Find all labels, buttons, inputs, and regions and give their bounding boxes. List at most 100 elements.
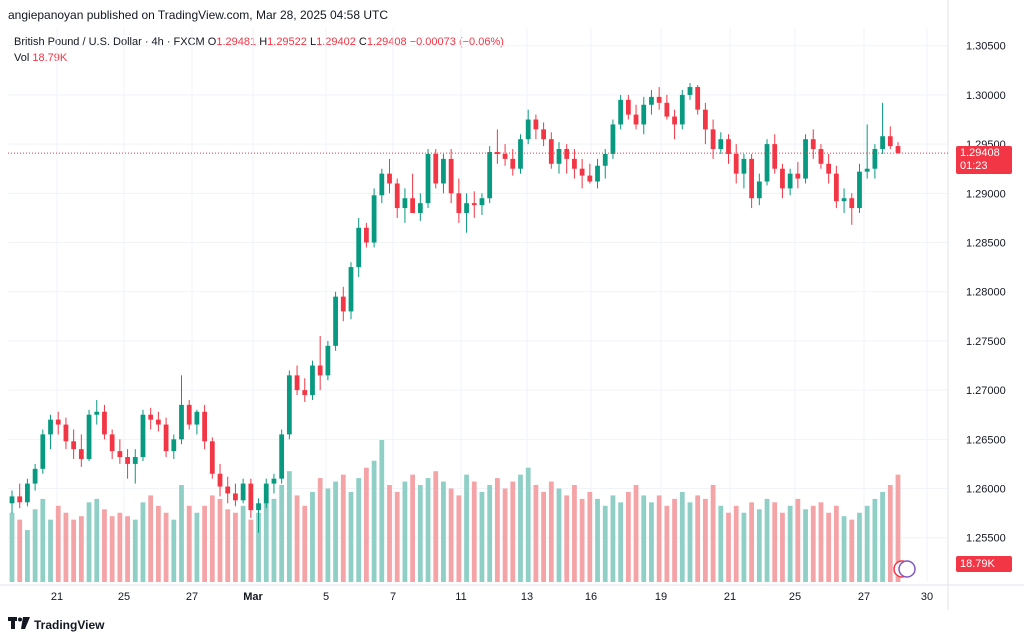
volume-bar <box>78 516 84 582</box>
volume-bar <box>217 498 223 582</box>
candle-body <box>48 419 53 435</box>
ohlc-row: British Pound / U.S. Dollar · 4h · FXCM … <box>14 34 504 50</box>
volume-bar <box>780 512 785 582</box>
price-tick-label: 1.26000 <box>966 484 1006 496</box>
volume-bar <box>340 474 346 582</box>
candle-body <box>849 198 855 209</box>
high-label: H <box>259 36 268 48</box>
volume-bar <box>202 505 207 582</box>
candle-body <box>233 493 238 501</box>
candle-body <box>86 414 92 459</box>
candle-body <box>518 139 523 169</box>
candle-body <box>533 119 539 130</box>
time-tick-label: 19 <box>655 591 667 603</box>
volume-bar <box>803 509 808 582</box>
candle-body <box>433 153 439 184</box>
candle-body <box>564 149 570 159</box>
candle-body <box>132 457 138 464</box>
bar-countdown: 01:23 <box>960 160 988 172</box>
volume-bar <box>417 485 423 582</box>
candle-body <box>55 419 61 425</box>
volume-bar <box>672 498 677 582</box>
volume-bar <box>641 495 647 582</box>
volume-bar <box>602 505 608 582</box>
volume-bar <box>317 478 323 582</box>
candle-body <box>9 496 15 504</box>
candle-body <box>279 434 285 479</box>
volume-bar <box>410 474 416 582</box>
candle-body <box>787 173 793 189</box>
volume-bar <box>572 485 577 582</box>
candle-body <box>664 102 670 117</box>
candle-body <box>833 173 839 202</box>
price-tick-label: 1.28500 <box>966 238 1006 250</box>
volume-bar <box>302 505 308 582</box>
volume-bar <box>695 495 701 582</box>
volume-bar <box>556 488 562 582</box>
volume-bar <box>163 512 169 582</box>
candle-body <box>140 414 146 458</box>
volume-bar <box>263 502 269 582</box>
volume-bar <box>664 505 670 582</box>
volume-bar <box>248 519 254 582</box>
open-value: 1.29481 <box>216 36 257 48</box>
candle-body <box>780 168 785 189</box>
candle-body <box>325 345 331 376</box>
candle-body <box>202 411 207 442</box>
candle-body <box>63 424 69 442</box>
candle-body <box>595 165 600 182</box>
volume-bar <box>286 471 292 582</box>
candle-body <box>394 183 400 209</box>
volume-bar <box>125 516 130 582</box>
volume-bar <box>510 481 516 582</box>
candle-body <box>448 158 454 194</box>
candle-body <box>148 414 154 420</box>
candle-body <box>456 193 462 213</box>
candle-body <box>163 424 169 452</box>
volume-bar <box>541 491 546 582</box>
volume-bar <box>394 491 400 582</box>
volume-label: Vol <box>14 52 30 64</box>
candle-body <box>155 419 161 425</box>
close-label: C <box>358 36 367 48</box>
volume-bar <box>109 516 115 582</box>
time-tick-label: 7 <box>390 591 396 603</box>
volume-bar <box>564 495 570 582</box>
volume-bar <box>703 498 708 582</box>
volume-bar <box>548 481 554 582</box>
volume-bar <box>40 498 46 582</box>
volume-bar <box>618 502 624 582</box>
price-tick-label: 1.28000 <box>966 287 1006 299</box>
candle-body <box>826 163 832 174</box>
candle-body <box>217 473 223 487</box>
volume-bar <box>209 495 215 582</box>
candle-body <box>294 375 300 391</box>
candle-body <box>102 411 107 435</box>
volume-row: Vol 18.79K <box>14 50 504 66</box>
open-label: O <box>207 36 217 48</box>
candle-body <box>340 296 346 312</box>
candle-body <box>625 99 631 115</box>
candle-body <box>186 404 192 425</box>
volume-bar <box>371 460 377 582</box>
volume-bar <box>595 498 600 582</box>
time-tick-label: Mar <box>243 591 263 603</box>
volume-bar <box>155 505 161 582</box>
last-price-value: 1.29408 <box>960 147 1000 159</box>
candle-body <box>857 171 862 209</box>
volume-bar <box>348 491 354 582</box>
candle-body <box>333 296 338 346</box>
volume-bar <box>625 491 631 582</box>
volume-bar <box>379 440 385 582</box>
candle-body <box>109 434 115 452</box>
volume-bar <box>456 495 462 582</box>
volume-bar <box>502 488 508 582</box>
volume-bar <box>649 502 654 582</box>
volume-bar <box>132 519 138 582</box>
volume-bar <box>25 530 30 582</box>
volume-bar <box>772 502 778 582</box>
time-tick-label: 25 <box>118 591 130 603</box>
symbol-title[interactable]: British Pound / U.S. Dollar · 4h · FXCM <box>14 36 205 48</box>
volume-bar <box>32 509 38 582</box>
